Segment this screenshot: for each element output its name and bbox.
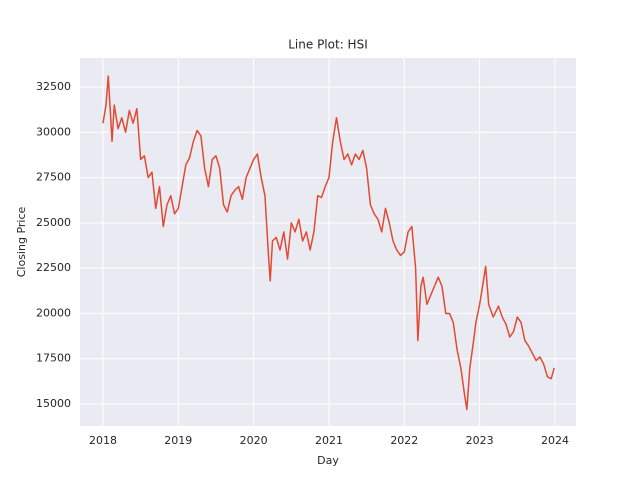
x-tick-label: 2022: [390, 434, 418, 447]
y-tick-label: 27500: [36, 171, 71, 184]
x-tick-label: 2019: [164, 434, 192, 447]
x-axis-label: Day: [317, 454, 339, 467]
y-tick-label: 30000: [36, 125, 71, 138]
y-tick-label: 15000: [36, 397, 71, 410]
y-tick-label: 17500: [36, 352, 71, 365]
y-tick-label: 32500: [36, 80, 71, 93]
x-tick-label: 2020: [240, 434, 268, 447]
x-tick-label: 2024: [541, 434, 569, 447]
y-tick-label: 25000: [36, 216, 71, 229]
x-tick-label: 2018: [89, 434, 117, 447]
plot-area: [80, 58, 576, 426]
x-tick-label: 2023: [466, 434, 494, 447]
y-tick-label: 22500: [36, 261, 71, 274]
line: [102, 75, 555, 411]
chart-title: Line Plot: HSI: [288, 38, 367, 52]
y-axis-label: Closing Price: [15, 207, 28, 278]
y-tick-label: 20000: [36, 306, 71, 319]
x-tick-label: 2021: [315, 434, 343, 447]
